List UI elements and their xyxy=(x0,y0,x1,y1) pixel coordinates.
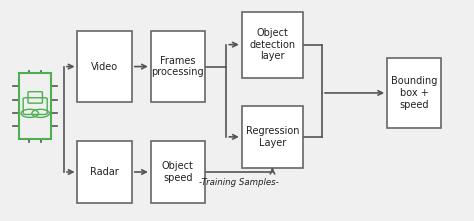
FancyBboxPatch shape xyxy=(77,141,132,203)
FancyBboxPatch shape xyxy=(19,73,51,139)
Text: -Training Samples-: -Training Samples- xyxy=(199,179,279,187)
Text: Frames
processing: Frames processing xyxy=(152,56,204,77)
FancyBboxPatch shape xyxy=(242,12,303,78)
Text: Object
detection
layer: Object detection layer xyxy=(249,28,295,61)
FancyBboxPatch shape xyxy=(387,58,441,128)
Text: Regression
Layer: Regression Layer xyxy=(246,126,299,148)
FancyBboxPatch shape xyxy=(77,31,132,102)
Text: Video: Video xyxy=(91,62,118,72)
Text: Bounding
box +
speed: Bounding box + speed xyxy=(391,76,438,110)
FancyBboxPatch shape xyxy=(151,141,205,203)
FancyBboxPatch shape xyxy=(242,106,303,168)
Text: Radar: Radar xyxy=(90,167,119,177)
FancyBboxPatch shape xyxy=(151,31,205,102)
Text: Object
speed: Object speed xyxy=(162,161,194,183)
